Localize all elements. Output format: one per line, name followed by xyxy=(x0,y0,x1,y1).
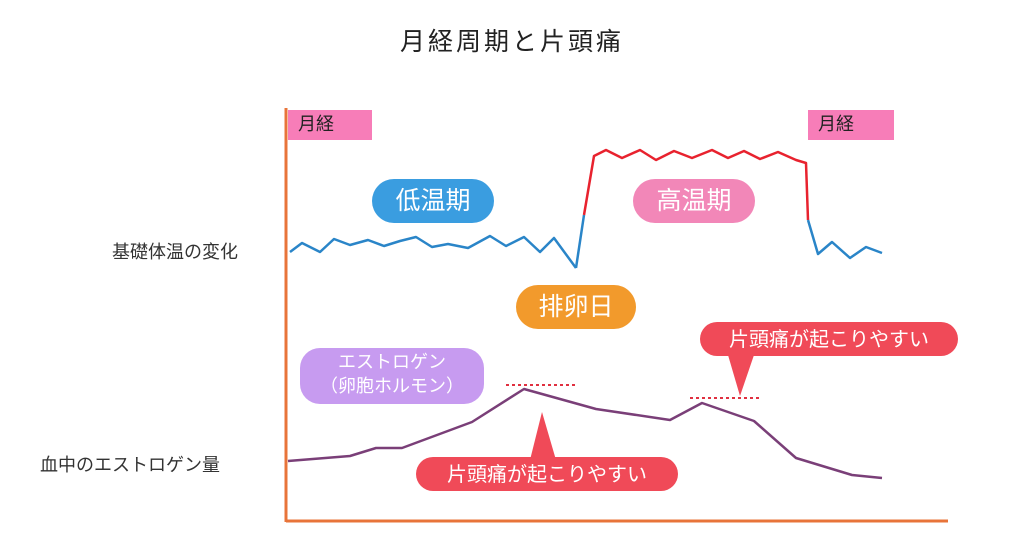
estrogen-label-line1: エストロゲン xyxy=(338,352,446,373)
migraine-pointer-2 xyxy=(728,355,754,396)
high-temperature-line xyxy=(582,148,810,221)
low-temperature-line xyxy=(289,234,578,269)
estrogen-line xyxy=(287,387,883,480)
post-period-temperature-line xyxy=(806,219,883,260)
migraine-callout-2: 片頭痛が起こりやすい xyxy=(700,322,958,356)
period-bar-end: 月経 xyxy=(808,110,894,140)
temperature-row-label: 基礎体温の変化 xyxy=(112,242,238,263)
migraine-callout-1: 片頭痛が起こりやすい xyxy=(416,457,678,491)
estrogen-hormone-label: エストロゲン （卵胞ホルモン） xyxy=(300,348,484,404)
high-temperature-phase-label: 高温期 xyxy=(633,179,755,223)
diagram-title: 月経周期と片頭痛 xyxy=(399,27,624,56)
low-temperature-phase-label: 低温期 xyxy=(372,179,494,223)
estrogen-row-label: 血中のエストロゲン量 xyxy=(40,455,220,476)
period-bar-start: 月経 xyxy=(288,110,372,140)
temperature-rise-line xyxy=(574,214,586,269)
ovulation-day-label: 排卵日 xyxy=(516,285,636,329)
migraine-pointer-1 xyxy=(530,412,556,460)
estrogen-label-line2: （卵胞ホルモン） xyxy=(320,376,464,397)
